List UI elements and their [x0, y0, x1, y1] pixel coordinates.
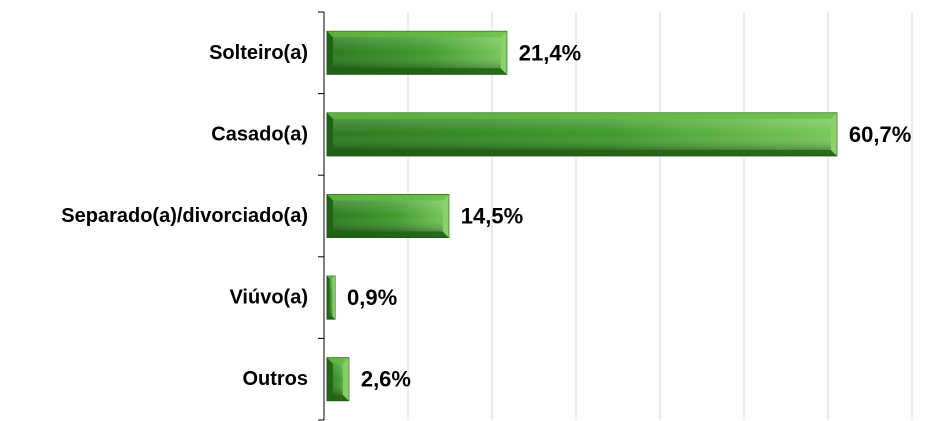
bar-shade [333, 118, 831, 150]
bar-shade [333, 200, 443, 232]
data-label: 0,9% [347, 285, 397, 310]
bar-shade [329, 278, 333, 317]
value-labels: 21,4% 60,7% 14,5% 0,9% 2,6% [347, 40, 911, 391]
bar [326, 194, 450, 238]
bar-bevel-right [830, 112, 837, 156]
bar [326, 275, 336, 320]
data-label: 2,6% [361, 367, 411, 392]
gridlines [407, 12, 913, 420]
category-label: Viúvo(a) [229, 287, 308, 309]
bar-bevel-bottom [327, 149, 837, 156]
bar [326, 30, 508, 75]
bar-bevel-right [442, 194, 449, 238]
bar-bevel-bottom [327, 316, 335, 320]
category-label: Separado(a)/divorciado(a) [61, 205, 308, 227]
bar-bevel-top [327, 112, 837, 119]
bar-bevel-left [327, 112, 333, 156]
bar-bevel-top [327, 357, 349, 364]
bar [326, 112, 838, 157]
bar-bevel-right [500, 31, 507, 75]
bar-bevel-top [327, 194, 449, 201]
bar-bevel-bottom [327, 68, 507, 75]
bar-bevel-left [327, 276, 330, 320]
bar [326, 357, 350, 402]
bar-bevel-top [327, 31, 507, 38]
bar-bevel-left [327, 31, 333, 75]
category-label: Casado(a) [211, 123, 308, 145]
bar-shade [333, 363, 343, 395]
data-label: 14,5% [461, 204, 523, 229]
bar-bevel-bottom [327, 394, 349, 401]
bar-bevel-right [332, 276, 335, 320]
category-label: Outros [242, 368, 308, 390]
bar-bevel-left [327, 357, 333, 401]
data-label: 21,4% [519, 40, 581, 65]
category-labels: Solteiro(a) Casado(a) Separado(a)/divorcia… [61, 42, 308, 390]
bar-bevel-bottom [327, 231, 449, 238]
bar-bevel-right [342, 357, 349, 401]
data-label: 60,7% [849, 122, 911, 147]
category-label: Solteiro(a) [209, 42, 308, 64]
bar-bevel-left [327, 194, 333, 238]
bar-shade [333, 37, 501, 69]
y-axis [318, 11, 325, 421]
bars [326, 30, 838, 402]
